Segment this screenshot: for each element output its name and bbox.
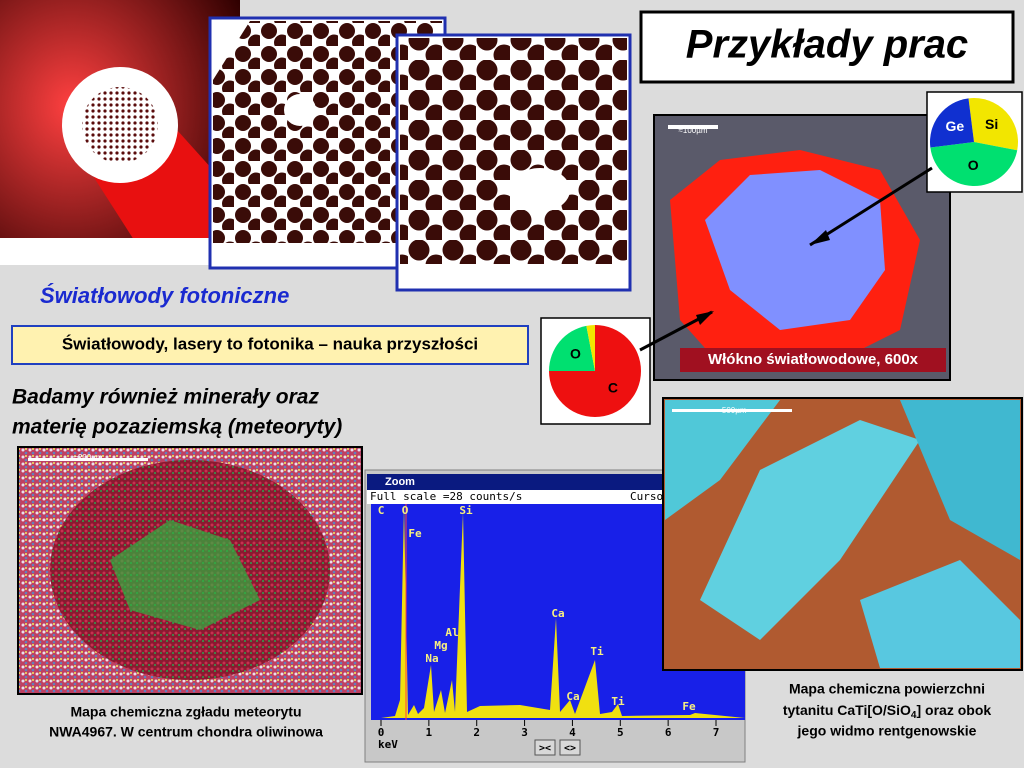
- scale-label: ≈100µm: [678, 126, 707, 135]
- caption-part: tytanitu CaTi[O/SiO: [783, 702, 911, 718]
- pie-slice: [586, 325, 595, 371]
- peak-label: C: [378, 504, 385, 517]
- minerals-text: Badamy również minerały oraz: [12, 386, 319, 409]
- scale-label: ≈500µm: [717, 406, 746, 415]
- cursor-text: Curso: [630, 490, 663, 503]
- peak-label: Fe: [682, 700, 696, 713]
- fiber-photo: [0, 0, 240, 265]
- fiber-label: Włókno światłowodowe, 600x: [708, 351, 919, 368]
- caption-part: ] oraz obok: [916, 702, 991, 718]
- sem-image-2: [395, 33, 632, 292]
- pie-slice: [968, 98, 1019, 151]
- x-tick-label: 3: [521, 726, 528, 739]
- titanite-map: ≈500µm: [662, 397, 1023, 671]
- pie-label: Ge: [946, 118, 965, 134]
- caption: tytanitu CaTi[O/SiO4] oraz obok: [783, 702, 992, 721]
- meteorite-map: ≈200µm: [17, 446, 363, 695]
- peak-label: Ti: [590, 645, 604, 658]
- x-axis-label: keV: [378, 738, 398, 751]
- pie-slice: [930, 98, 974, 148]
- x-tick-label: 5: [617, 726, 624, 739]
- caption-subscript: 4: [911, 710, 917, 721]
- window-title: Zoom: [385, 476, 415, 488]
- peak-label: Ti: [611, 695, 625, 708]
- title-box: [639, 10, 1015, 84]
- zoom-button[interactable]: ><: [539, 743, 551, 754]
- arrowhead: [696, 311, 714, 325]
- x-tick-label: 2: [473, 726, 480, 739]
- fiber-sem: ≈100µm Włókno światłowodowe, 600x: [653, 114, 951, 381]
- peak-label: Al: [445, 626, 458, 639]
- pie-label: O: [570, 346, 581, 362]
- slide-title: Przykłady prac: [686, 23, 968, 67]
- peak-label: Fe: [408, 527, 422, 540]
- peak-label: Si: [459, 504, 473, 517]
- peak-label: Na: [425, 652, 438, 665]
- section-heading: Światłowody fotoniczne: [40, 283, 289, 308]
- caption: NWA4967. W centrum chondra oliwinowa: [49, 724, 323, 740]
- pie-slice: [930, 142, 1018, 187]
- pie-label: O: [968, 157, 979, 173]
- arrowhead: [810, 230, 830, 245]
- banner: [11, 325, 529, 365]
- x-tick-label: 0: [378, 726, 385, 739]
- zoom-button[interactable]: <>: [564, 743, 576, 754]
- peak-label: Mg: [434, 639, 447, 652]
- scale-label: ≈200µm: [73, 453, 102, 462]
- scale-text: Full scale =28 counts/s: [370, 490, 522, 503]
- peak-label: Ca: [566, 690, 579, 703]
- arrow: [809, 166, 933, 247]
- x-tick-label: 1: [426, 726, 433, 739]
- caption: Mapa chemiczna zgładu meteorytu: [70, 704, 301, 720]
- minerals-text: materię pozaziemską (meteoryty): [12, 416, 342, 439]
- peak-label: Ca: [551, 607, 564, 620]
- x-tick-label: 7: [713, 726, 720, 739]
- peak-label: O: [402, 504, 409, 517]
- caption: jego widmo rentgenowskie: [797, 723, 977, 739]
- banner-text: Światłowody, lasery to fotonika – nauka …: [62, 334, 478, 353]
- x-tick-label: 6: [665, 726, 672, 739]
- pie-label: Si: [985, 116, 998, 132]
- x-tick-label: 4: [569, 726, 576, 739]
- pie-label: C: [608, 380, 618, 396]
- caption: Mapa chemiczna powierzchni: [789, 681, 985, 697]
- pie-slice: [549, 325, 595, 371]
